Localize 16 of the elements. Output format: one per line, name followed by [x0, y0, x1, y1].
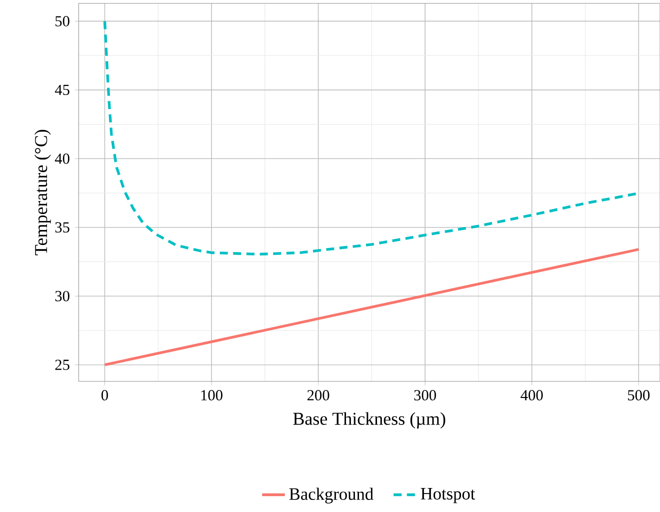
x-tick-label: 100 [201, 390, 222, 400]
legend-label: Hotspot [420, 488, 476, 504]
legend-label: Background [289, 488, 374, 504]
x-tick-label: 400 [520, 390, 543, 400]
y-tick-label: 40 [54, 154, 70, 164]
y-tick-label: 35 [55, 222, 70, 233]
x-tick-label: 0 [101, 390, 108, 400]
y-tick-label: 45 [54, 84, 70, 96]
x-tick-label: 500 [628, 390, 650, 400]
x-tick-label: 300 [414, 390, 436, 400]
x-tick-label: 200 [307, 390, 330, 400]
x-axis-title: Base Thickness (µm) [293, 412, 446, 429]
y-tick-label: 25 [55, 360, 70, 370]
y-tick-label: 30 [55, 290, 70, 302]
y-axis-title: Temperature (°C) [34, 130, 51, 256]
y-tick-label: 50 [56, 16, 70, 26]
